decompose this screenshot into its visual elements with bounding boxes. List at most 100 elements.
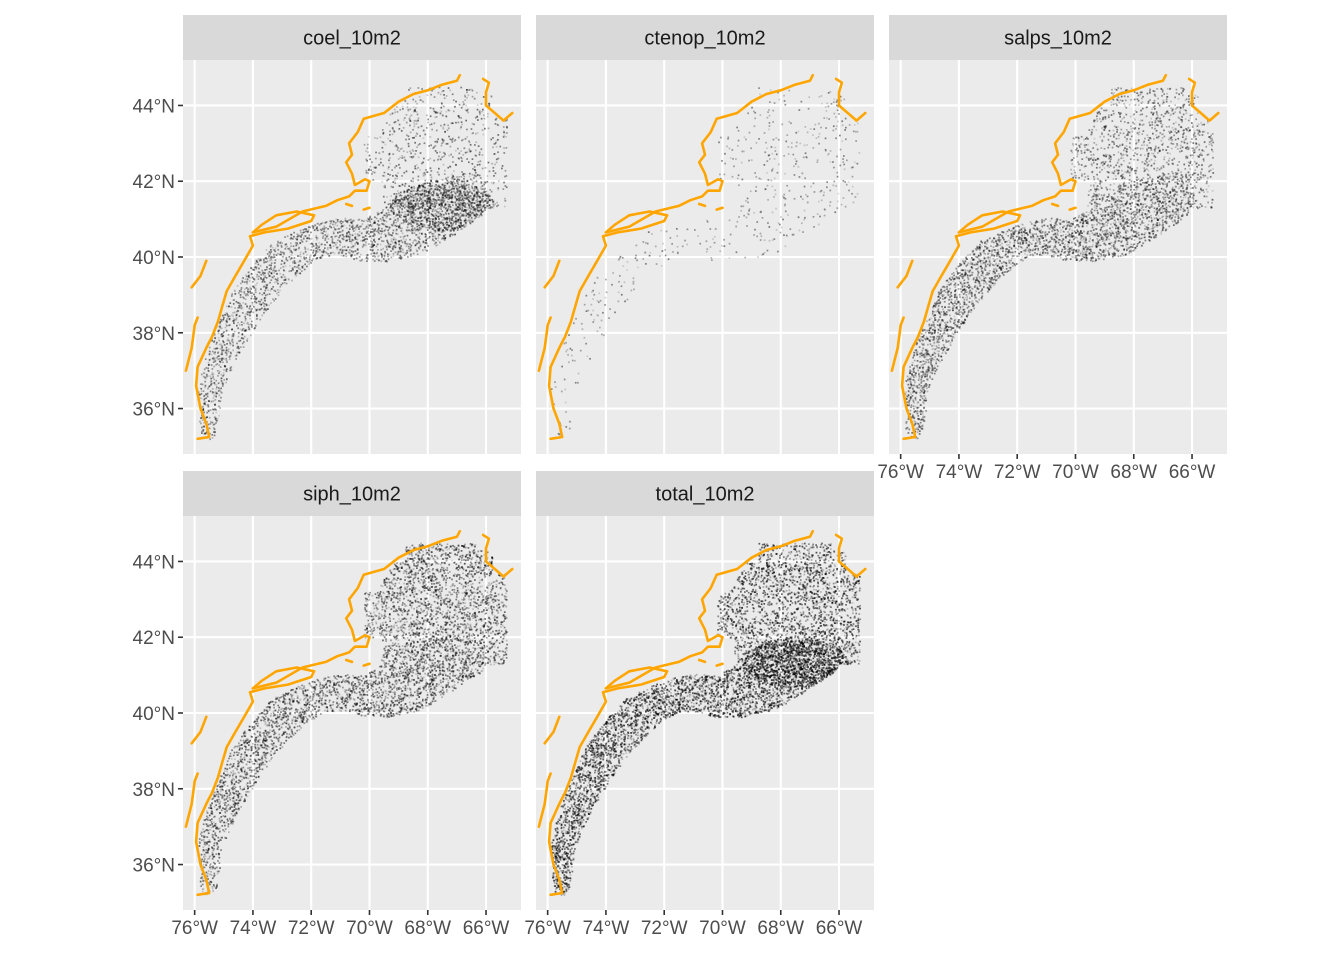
sample-point [1206,177,1209,179]
sample-point [933,352,936,355]
sample-point [239,339,242,342]
sample-point [218,400,220,402]
sample-point [1065,240,1067,242]
sample-point [246,322,249,325]
sample-point [1187,100,1190,103]
sample-point [410,216,413,219]
sample-point [382,141,385,144]
sample-point [434,112,437,114]
sample-point [412,242,414,244]
sample-point [1189,168,1191,170]
sample-point [1134,225,1137,228]
sample-point [398,241,401,243]
sample-point [440,124,442,127]
sample-point [460,222,462,224]
sample-point [425,234,427,236]
sample-point [406,134,408,137]
sample-point [288,249,291,251]
sample-point [398,200,400,203]
sample-point [253,269,255,271]
sample-point [345,227,348,229]
sample-point [275,279,278,281]
sample-point [469,178,472,181]
sample-point [221,349,224,352]
sample-point [506,119,508,121]
sample-point [229,355,232,357]
sample-point [270,244,273,246]
sample-point [436,228,439,230]
sample-point [400,194,403,197]
sample-point [421,210,424,213]
sample-point [285,256,288,259]
sample-point [452,99,455,101]
sample-point [251,301,254,304]
sample-point [254,291,257,294]
sample-point [421,200,423,203]
sample-point [221,383,224,385]
sample-point [263,312,265,314]
sample-point [433,197,436,200]
sample-point [428,218,431,220]
sample-point [465,209,468,211]
sample-point [245,312,248,315]
sample-point [373,252,375,254]
sample-point [381,240,383,242]
sample-point [1118,185,1120,187]
sample-point [1196,129,1199,131]
sample-point [804,126,807,128]
sample-point [348,238,351,241]
sample-point [256,309,258,311]
sample-point [204,376,206,379]
sample-point [437,203,440,205]
coastline-segment [362,206,371,211]
sample-point [1056,233,1058,235]
sample-point [487,200,489,203]
sample-point [334,222,337,224]
sample-point [445,207,447,209]
sample-point [1085,215,1088,218]
sample-point [456,180,458,183]
sample-point [389,130,391,133]
sample-point [394,201,397,203]
sample-point [401,157,404,159]
sample-point [422,210,425,213]
sample-point [220,387,222,390]
sample-point [694,229,696,231]
sample-point [1121,203,1123,206]
sample-point [744,256,746,259]
sample-point [1072,137,1075,140]
sample-point [394,121,397,123]
sample-point [424,208,426,210]
sample-point [933,325,935,327]
sample-point [454,185,456,188]
sample-point [397,212,400,215]
sample-point [377,224,380,227]
sample-point [1065,236,1067,238]
sample-point [454,233,456,236]
sample-point [341,250,344,253]
sample-point [204,386,206,389]
sample-point [405,170,408,173]
sample-point [434,229,437,232]
sample-point [428,226,431,229]
sample-point [445,217,447,220]
sample-point [228,355,231,357]
sample-point [333,220,335,223]
sample-point [426,224,429,226]
sample-point [461,225,464,227]
sample-point [240,291,243,293]
sample-point [1072,251,1075,253]
sample-point [395,144,398,146]
sample-point [441,142,443,145]
sample-point [374,216,376,219]
sample-point [408,200,411,202]
sample-point [435,224,437,227]
sample-point [218,393,220,396]
coastline-segment [190,259,208,289]
sample-point [242,302,245,304]
sample-point [288,270,291,273]
sample-point [280,251,283,254]
sample-point [268,271,271,273]
sample-point [330,226,333,229]
sample-point [473,213,476,216]
